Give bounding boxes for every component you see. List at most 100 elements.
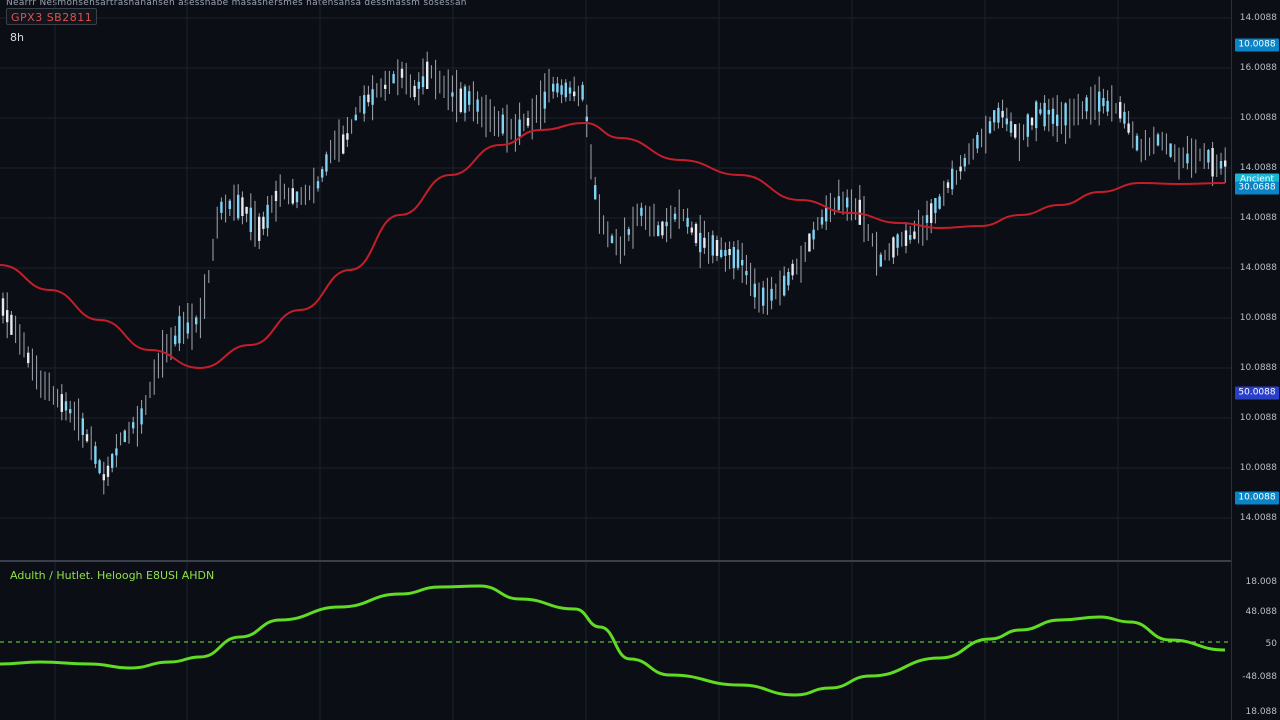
candle-body bbox=[1005, 118, 1008, 125]
candle-body bbox=[501, 114, 504, 134]
price-tick-label: 10.0088 bbox=[1239, 313, 1277, 323]
candle-body bbox=[585, 116, 588, 122]
candle-body bbox=[237, 194, 240, 219]
candles bbox=[1, 51, 1227, 495]
candle-body bbox=[963, 158, 966, 167]
oscillator-label: Adulth / Hutlet. Heloogh E8USI AHDN bbox=[10, 569, 215, 582]
candle-body bbox=[993, 110, 996, 123]
candle-body bbox=[694, 223, 698, 244]
candle-body bbox=[1064, 103, 1067, 126]
candle-body bbox=[1102, 98, 1105, 107]
top-toolbar-text: Nearrr Nesmonsensartrashanansen asessnab… bbox=[6, 0, 467, 6]
candle-body bbox=[1224, 160, 1227, 167]
candle-body bbox=[367, 94, 370, 103]
candle-body bbox=[610, 235, 614, 244]
candle-body bbox=[594, 185, 597, 200]
candle-body bbox=[946, 182, 950, 188]
candle-body bbox=[904, 230, 908, 246]
candle-body bbox=[976, 135, 979, 149]
candle-body bbox=[132, 422, 135, 429]
candle-body bbox=[703, 237, 706, 248]
candle-body bbox=[325, 154, 328, 172]
candle-body bbox=[392, 74, 395, 84]
candle-body bbox=[316, 181, 320, 189]
candle-body bbox=[913, 231, 916, 239]
candle-body bbox=[1123, 111, 1126, 124]
candle-body bbox=[846, 197, 849, 208]
candle-body bbox=[896, 234, 899, 248]
candle-body bbox=[720, 249, 723, 257]
candle-body bbox=[291, 188, 294, 204]
candle-body bbox=[673, 213, 677, 220]
oscillator-grid bbox=[54, 562, 1119, 720]
candle-body bbox=[732, 247, 735, 269]
candle-body bbox=[909, 235, 912, 240]
candle-body bbox=[228, 200, 231, 209]
candle-body bbox=[64, 401, 68, 411]
candle-body bbox=[934, 198, 937, 213]
timeframe-label[interactable]: 8h bbox=[10, 31, 24, 44]
candle-body bbox=[564, 82, 567, 98]
symbol-badge[interactable]: GPX3 SB2811 bbox=[6, 8, 98, 25]
candle-body bbox=[1056, 114, 1059, 126]
candle-body bbox=[988, 121, 992, 133]
candle-body bbox=[98, 460, 101, 474]
candle-body bbox=[413, 85, 416, 97]
candle-body bbox=[371, 89, 374, 105]
candle-body bbox=[1135, 135, 1139, 151]
candle-body bbox=[321, 169, 324, 178]
candle-body bbox=[959, 166, 962, 172]
candle-body bbox=[762, 287, 765, 306]
price-tick-label: 14.0088 bbox=[1239, 513, 1277, 523]
candle-body bbox=[1, 298, 5, 316]
pane-divider[interactable] bbox=[0, 560, 1231, 562]
candle-body bbox=[1051, 108, 1055, 124]
candle-body bbox=[951, 168, 954, 190]
candle-body bbox=[220, 201, 223, 213]
candle-body bbox=[1001, 110, 1004, 118]
candle-body bbox=[69, 409, 72, 414]
candle-body bbox=[417, 81, 420, 89]
candle-body bbox=[1119, 102, 1122, 119]
candle-body bbox=[581, 84, 584, 100]
candle-body bbox=[174, 335, 177, 345]
candle-body bbox=[997, 107, 1000, 123]
candle-body bbox=[1127, 123, 1130, 133]
candle-body bbox=[81, 418, 84, 435]
price-tag: 30.0688 bbox=[1235, 181, 1279, 195]
candle-body bbox=[787, 272, 790, 286]
candle-body bbox=[892, 237, 895, 258]
candle-body bbox=[258, 216, 261, 241]
candle-body bbox=[266, 204, 269, 229]
candle-body bbox=[346, 133, 349, 140]
candle-body bbox=[274, 190, 278, 201]
price-chart[interactable] bbox=[0, 0, 1231, 560]
candle-body bbox=[123, 430, 126, 443]
candle-body bbox=[657, 225, 660, 237]
candle-body bbox=[686, 217, 689, 227]
oscillator-tick-label: 18.088 bbox=[1245, 707, 1278, 717]
candle-body bbox=[1014, 124, 1017, 138]
candle-body bbox=[543, 91, 546, 109]
candle-body bbox=[1009, 121, 1013, 133]
oscillator-tick-label: 50 bbox=[1265, 639, 1277, 649]
candle-body bbox=[1085, 97, 1088, 112]
candle-body bbox=[6, 310, 9, 323]
candle-body bbox=[808, 233, 811, 252]
candle-body bbox=[560, 85, 563, 95]
candle-body bbox=[690, 227, 693, 233]
candle-body bbox=[421, 76, 425, 88]
price-tick-label: 10.0888 bbox=[1239, 363, 1277, 373]
candle-body bbox=[1106, 100, 1109, 112]
candle-body bbox=[665, 221, 668, 227]
price-axis[interactable]: 14.0088 16.0088 10.0088 14.0088 14.0088 14.00… bbox=[1231, 0, 1280, 720]
candle-body bbox=[741, 260, 744, 266]
candle-body bbox=[94, 446, 97, 464]
oscillator-chart[interactable] bbox=[0, 562, 1231, 720]
candle-body bbox=[10, 314, 13, 335]
candle-body bbox=[115, 448, 118, 456]
candle-body bbox=[640, 207, 643, 216]
candle-body bbox=[1039, 109, 1042, 114]
candle-body bbox=[1030, 117, 1034, 126]
candle-body bbox=[363, 95, 366, 114]
